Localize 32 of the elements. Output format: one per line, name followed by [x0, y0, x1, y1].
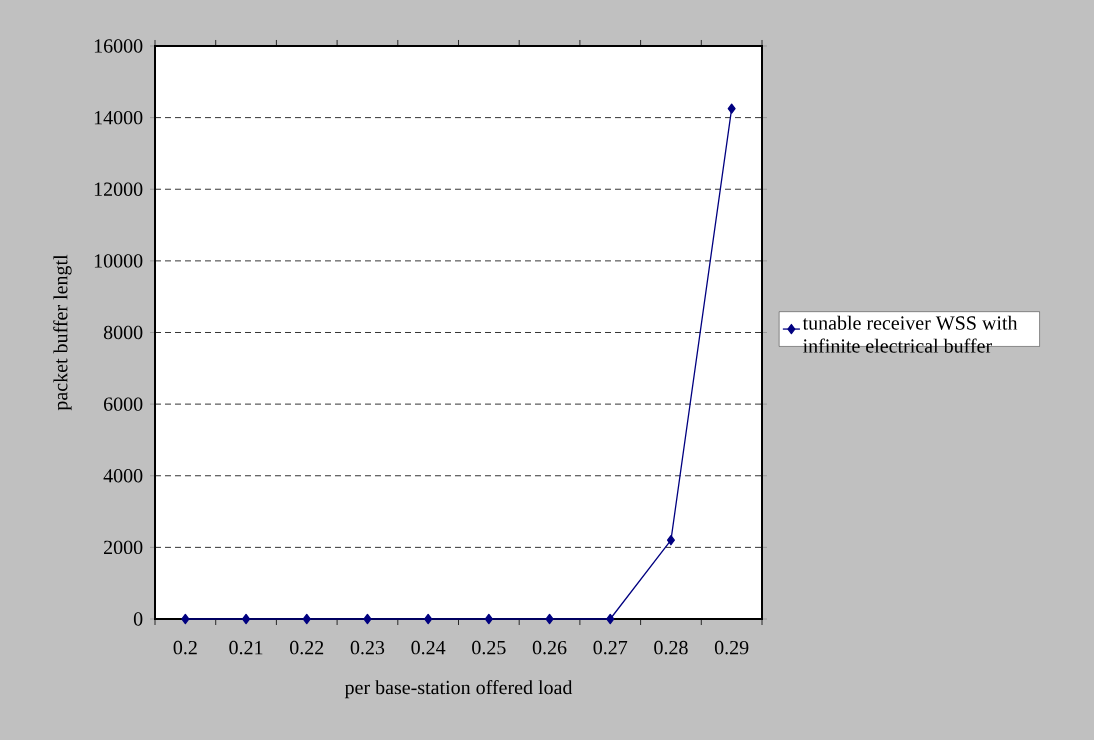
x-tick-label: 0.27: [593, 640, 628, 655]
point: [302, 613, 311, 625]
y-tick-label: 12000: [94, 182, 143, 196]
y-tick-label: 16000: [94, 39, 143, 53]
point: [727, 103, 736, 114]
point: [424, 613, 433, 625]
point: [363, 613, 372, 625]
x-tick-label: 0.22: [290, 640, 324, 655]
x-axis-title: per base-station offered load: [344, 679, 573, 699]
y-tick-label: 14000: [94, 110, 143, 125]
x-tick-label: 0.2: [173, 640, 197, 655]
y-axis-title: packet buffer lengtl: [53, 254, 72, 411]
x-tick-label: 0.25: [472, 640, 506, 655]
y-tick-label: 2000: [104, 540, 143, 555]
x-tick-label: 0.23: [350, 640, 385, 655]
y-tick-label: 6000: [104, 397, 143, 411]
y-tick-label: 10000: [94, 254, 143, 268]
point: [606, 613, 615, 625]
point: [181, 613, 190, 625]
x-tick-label: 0.24: [411, 640, 446, 655]
y-tick-label: 8000: [103, 325, 143, 340]
point: [242, 613, 251, 625]
point: [666, 535, 675, 546]
x-tick-label: 0.26: [532, 640, 567, 655]
legend-label: tunable receiver WSS with infinite electrical buffer: [802, 315, 1018, 353]
x-tick-label: 0.21: [229, 640, 263, 655]
x-tick-label: 0.29: [714, 640, 749, 655]
point: [545, 613, 554, 625]
y-tick-label: 0: [133, 612, 143, 626]
point: [484, 613, 493, 625]
y-tick-label: 4000: [103, 469, 143, 483]
x-tick-label: 0.28: [654, 640, 688, 655]
